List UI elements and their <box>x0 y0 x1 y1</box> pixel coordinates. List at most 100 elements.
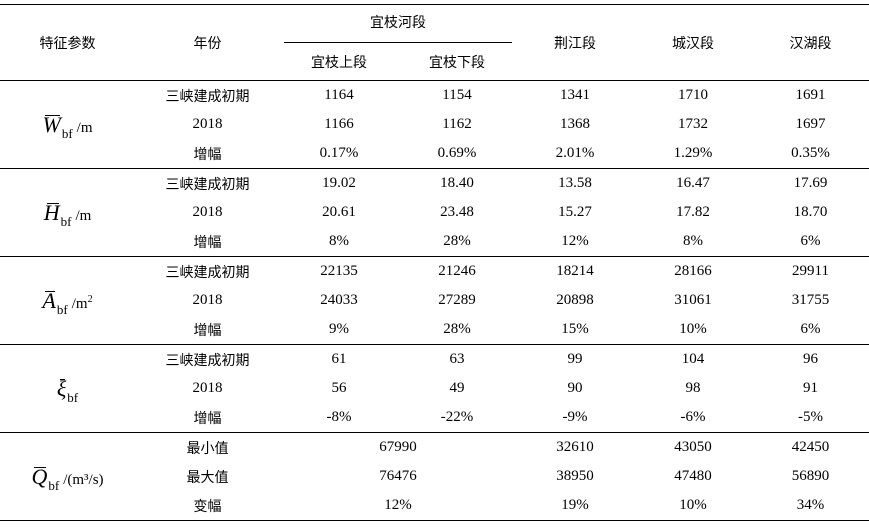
value-cell: 1341 <box>516 80 634 110</box>
value-cell: 18.70 <box>793 204 828 220</box>
value-cell: 24033 <box>320 292 358 308</box>
value-cell: 15.27 <box>558 204 592 220</box>
value-cell: 104 <box>634 344 752 374</box>
table-row: 增幅 8% 28% 12% 8% 6% <box>0 227 869 257</box>
value-cell: 15% <box>561 321 589 337</box>
value-cell: 17.82 <box>676 204 710 220</box>
value-cell: 61 <box>280 344 398 374</box>
param-unit-text: /m <box>71 295 88 312</box>
row-label: 2018 <box>192 116 223 132</box>
value-cell: 19.02 <box>280 168 398 198</box>
value-cell: 90 <box>567 380 583 396</box>
param-unit: /m <box>75 208 91 224</box>
param-cell: Wbf/m <box>0 80 135 169</box>
param-unit: /m <box>77 120 93 136</box>
param-subscript: bf <box>56 301 68 317</box>
table-row: Wbf/m 三峡建成初期 1164 1154 1341 1710 1691 <box>0 80 869 169</box>
param-cell: ξbf <box>0 344 135 433</box>
value-cell: 96 <box>752 344 869 374</box>
value-cell: 20898 <box>556 292 594 308</box>
header-year: 年份 <box>135 4 280 81</box>
header-yichang-lower: 宜枝下段 <box>398 43 516 81</box>
param-symbol: ξ <box>56 375 67 401</box>
table-row: 增幅 0.17% 0.69% 2.01% 1.29% 0.35% <box>0 139 869 169</box>
value-cell: 10% <box>679 321 707 337</box>
value-cell: 28% <box>443 233 471 249</box>
row-label: 增幅 <box>193 322 222 339</box>
table-row: 最大值 76476 38950 47480 56890 <box>0 462 869 491</box>
value-cell: 6% <box>800 233 821 249</box>
row-label: 三峡建成初期 <box>135 344 280 374</box>
value-cell: 1691 <box>752 80 869 110</box>
value-cell: 17.69 <box>752 168 869 198</box>
value-cell: 28166 <box>634 256 752 286</box>
table-row: 2018 56 49 90 98 91 <box>0 374 869 403</box>
param-cell: Hbf/m <box>0 168 135 257</box>
value-cell: 1162 <box>442 116 472 132</box>
param-symbol: A <box>42 287 56 313</box>
param-cell: Qbf/(m³/s) <box>0 432 135 521</box>
table-row: 2018 1166 1162 1368 1732 1697 <box>0 110 869 139</box>
value-cell: 6% <box>800 321 821 337</box>
value-cell: 34% <box>796 497 825 513</box>
value-cell: 12% <box>561 233 589 249</box>
value-cell: 56 <box>331 380 347 396</box>
table-row: ξbf 三峡建成初期 61 63 99 104 96 <box>0 344 869 433</box>
row-label: 增幅 <box>193 146 222 163</box>
merged-value-cell: 12% <box>384 497 412 513</box>
value-cell: 27289 <box>438 292 476 308</box>
param-symbol: H <box>43 199 60 225</box>
row-label: 变幅 <box>193 498 222 515</box>
value-cell: 0.69% <box>437 145 477 161</box>
row-label: 三峡建成初期 <box>135 256 280 286</box>
value-cell: 98 <box>685 380 701 396</box>
param-unit-superscript: 2 <box>87 293 93 305</box>
value-cell: -5% <box>798 409 823 425</box>
merged-value-cell: 76476 <box>379 468 417 484</box>
value-cell: 1710 <box>634 80 752 110</box>
header-yichang-upper: 宜枝上段 <box>280 43 398 81</box>
value-cell: 13.58 <box>516 168 634 198</box>
row-label: 2018 <box>192 292 223 308</box>
table-body: Wbf/m 三峡建成初期 1164 1154 1341 1710 1691 2018 1166 1… <box>0 80 869 521</box>
header-param: 特征参数 <box>0 4 135 81</box>
row-label: 最大值 <box>186 469 229 486</box>
value-cell: 1166 <box>324 116 354 132</box>
header-hanhu: 汉湖段 <box>752 4 869 81</box>
value-cell: -9% <box>562 409 588 425</box>
row-label: 增幅 <box>193 234 222 251</box>
param-symbol: W <box>42 111 61 137</box>
channel-parameters-table: 特征参数 年份 宜枝河段 荆江段 城汉段 汉湖段 宜枝上段 宜枝下段 Wbf/m… <box>0 4 869 521</box>
value-cell: 23.48 <box>440 204 474 220</box>
value-cell: 0.35% <box>791 145 830 161</box>
header-yichang-group: 宜枝河段 <box>280 5 516 43</box>
value-cell: 42450 <box>752 432 869 462</box>
param-unit-text: /(m³/s) <box>63 471 104 488</box>
row-label: 三峡建成初期 <box>135 168 280 198</box>
row-label: 三峡建成初期 <box>135 80 280 110</box>
table-row: Abf/m2 三峡建成初期 22135 21246 18214 28166 29911 <box>0 256 869 345</box>
value-cell: -6% <box>680 409 706 425</box>
value-cell: 8% <box>683 233 703 249</box>
param-unit-text: /m <box>76 119 93 136</box>
param-subscript: bf <box>67 389 79 405</box>
value-cell: 0.17% <box>319 145 359 161</box>
header-jingjiang: 荆江段 <box>516 4 634 81</box>
value-cell: 31755 <box>791 292 830 308</box>
value-cell: 1697 <box>795 116 826 132</box>
value-cell: 1164 <box>280 80 398 110</box>
merged-value-cell: 67990 <box>280 432 516 462</box>
value-cell: 56890 <box>791 468 830 484</box>
value-cell: 9% <box>329 321 349 337</box>
value-cell: 31061 <box>674 292 712 308</box>
value-cell: 47480 <box>674 468 712 484</box>
header-yichang-group-label: 宜枝河段 <box>284 5 512 43</box>
param-subscript: bf <box>48 477 60 493</box>
value-cell: 1154 <box>398 80 516 110</box>
value-cell: 10% <box>679 497 707 513</box>
table-row: 增幅 9% 28% 15% 10% 6% <box>0 315 869 345</box>
value-cell: 49 <box>449 380 465 396</box>
value-cell: 2.01% <box>555 145 595 161</box>
value-cell: 22135 <box>280 256 398 286</box>
